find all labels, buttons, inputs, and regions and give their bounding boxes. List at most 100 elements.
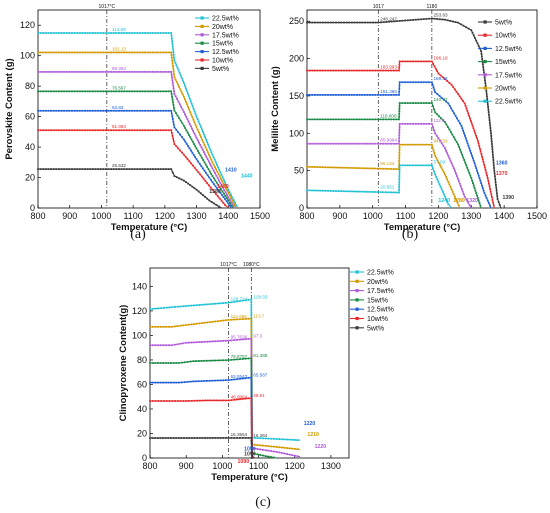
data-point-marker <box>484 169 487 172</box>
data-point-marker <box>218 168 221 171</box>
data-point-marker <box>227 196 230 199</box>
legend-swatch-marker <box>355 307 359 311</box>
data-point-marker <box>44 168 47 171</box>
data-point-marker <box>273 450 275 453</box>
data-point-marker <box>469 149 472 152</box>
data-point-marker <box>316 166 319 168</box>
data-point-marker <box>44 51 47 54</box>
legend-swatch-marker <box>355 270 359 274</box>
data-point-marker <box>342 166 345 169</box>
data-point-marker <box>481 155 483 158</box>
data-point-marker <box>490 137 493 140</box>
data-point-marker <box>452 136 455 138</box>
data-point-marker <box>173 175 176 177</box>
data-point-marker <box>374 69 377 72</box>
data-point-marker <box>250 448 253 451</box>
data-point-marker <box>337 21 340 24</box>
data-point-marker <box>120 129 123 132</box>
data-point-marker <box>398 154 401 157</box>
data-point-marker <box>494 178 497 181</box>
data-point-marker <box>177 147 180 150</box>
data-point-marker <box>73 109 76 112</box>
data-point-marker <box>123 51 126 54</box>
data-point-marker <box>189 100 192 103</box>
data-point-marker <box>471 157 474 160</box>
data-point-marker <box>241 398 244 400</box>
data-point-marker <box>442 119 444 122</box>
data-point-marker <box>171 171 174 174</box>
data-point-marker <box>154 168 157 171</box>
data-point-marker <box>157 51 160 54</box>
data-point-marker <box>481 184 483 187</box>
data-point-marker <box>131 90 133 93</box>
data-point-marker <box>222 182 225 185</box>
panel-label: (c) <box>255 495 271 510</box>
data-point-marker <box>244 318 247 320</box>
data-point-marker <box>233 204 236 207</box>
data-point-marker <box>404 143 406 146</box>
data-point-marker <box>467 169 470 172</box>
data-point-marker <box>250 301 253 303</box>
data-point-marker <box>227 188 230 191</box>
data-point-marker <box>202 141 205 144</box>
data-point-marker <box>211 359 214 362</box>
data-point-marker <box>250 362 253 365</box>
data-point-marker <box>154 381 157 384</box>
data-point-marker <box>52 32 55 34</box>
series-line <box>38 90 234 209</box>
x-tick-label: 1400 <box>218 211 238 221</box>
data-point-marker <box>163 400 165 402</box>
data-point-marker <box>44 32 47 34</box>
data-point-marker <box>337 166 340 169</box>
data-point-marker <box>173 59 176 62</box>
data-point-marker <box>201 138 204 141</box>
x-tick-label: 1000 <box>91 211 111 221</box>
data-point-marker <box>345 142 348 145</box>
data-point-marker <box>182 82 185 85</box>
data-point-marker <box>366 142 369 145</box>
data-point-marker <box>225 197 228 200</box>
data-point-marker <box>250 413 253 415</box>
data-point-marker <box>76 109 79 112</box>
data-point-marker <box>340 166 343 169</box>
data-point-marker <box>190 341 193 344</box>
data-point-marker <box>221 194 223 196</box>
data-point-marker <box>398 110 401 113</box>
data-point-marker <box>190 149 192 152</box>
data-point-marker <box>460 188 463 190</box>
data-point-marker <box>60 32 63 34</box>
data-point-marker <box>256 444 259 446</box>
data-point-marker <box>187 120 190 123</box>
data-point-marker <box>211 303 214 305</box>
data-point-marker <box>377 94 379 96</box>
data-point-marker <box>73 70 76 73</box>
data-point-marker <box>342 118 345 121</box>
data-point-marker <box>422 164 425 167</box>
data-point-marker <box>91 168 94 171</box>
data-point-marker <box>174 306 176 308</box>
data-point-marker <box>171 306 174 309</box>
data-point-marker <box>441 18 444 21</box>
data-point-marker <box>441 168 444 171</box>
data-point-marker <box>78 168 81 171</box>
data-point-marker <box>190 437 193 439</box>
peak-value-label: 196.18 <box>434 55 448 60</box>
data-point-marker <box>167 51 170 54</box>
data-point-marker <box>481 158 484 161</box>
data-point-marker <box>218 186 221 188</box>
data-point-marker <box>406 143 409 146</box>
data-point-marker <box>476 172 479 175</box>
data-point-marker <box>444 78 446 81</box>
data-point-marker <box>165 129 167 132</box>
data-point-marker <box>176 66 179 69</box>
reference-line-label: 1080°C <box>243 262 260 268</box>
data-point-marker <box>136 32 139 34</box>
data-point-marker <box>68 90 71 93</box>
data-point-marker <box>311 142 314 145</box>
data-point-marker <box>327 94 329 96</box>
data-point-marker <box>123 32 126 34</box>
data-point-marker <box>209 186 212 189</box>
data-point-marker <box>128 51 131 54</box>
data-point-marker <box>486 174 488 177</box>
data-point-marker <box>401 102 404 104</box>
